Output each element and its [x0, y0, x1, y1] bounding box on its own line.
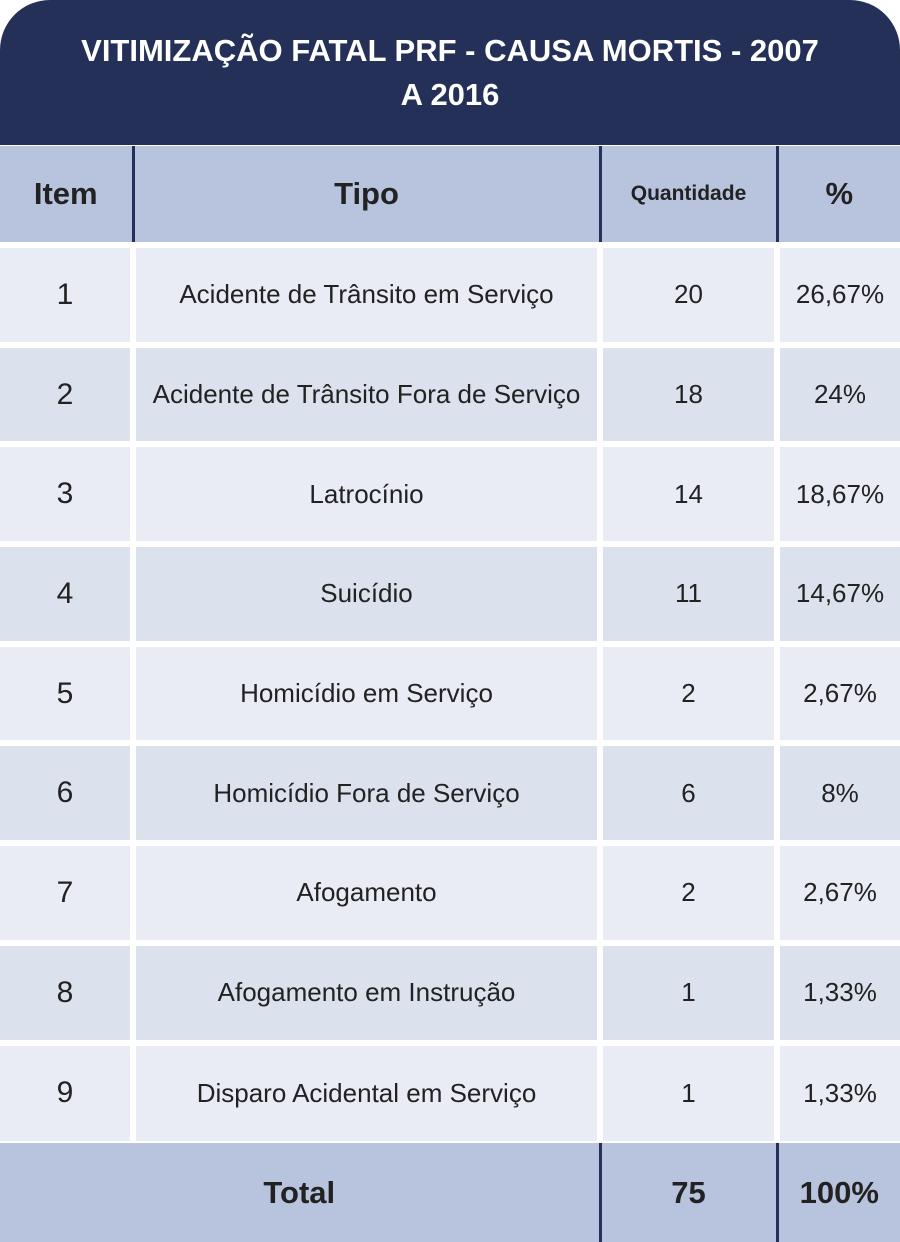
cell-quantidade: 6 — [597, 743, 777, 844]
cell-tipo: Disparo Acidental em Serviço — [130, 1042, 600, 1143]
cell-quantidade: 14 — [597, 444, 777, 545]
total-label: Total — [263, 1174, 336, 1210]
cell-tipo: Acidente de Trânsito Fora de Serviço — [130, 344, 600, 445]
cell-item: 3 — [56, 477, 74, 511]
table-row: 5 Homicídio em Serviço 2 2,67% — [0, 643, 900, 744]
table-row: 7 Afogamento 2 2,67% — [0, 843, 900, 943]
cell-quantidade: 1 — [597, 1042, 777, 1143]
cell-percent: 18,67% — [774, 444, 900, 545]
table-title-bar: VITIMIZAÇÃO FATAL PRF - CAUSA MORTIS - 2… — [0, 0, 900, 145]
header-quantidade: Quantidade — [598, 146, 777, 245]
cell-item: 1 — [56, 277, 74, 311]
table-row: 1 Acidente de Trânsito em Serviço 20 26,… — [0, 245, 900, 345]
cell-tipo: Afogamento — [130, 843, 600, 943]
table-row: 9 Disparo Acidental em Serviço 1 1,33% — [0, 1042, 900, 1143]
total-percent: 100% — [775, 1142, 900, 1242]
cell-item: 9 — [56, 1076, 74, 1110]
table-row: 3 Latrocínio 14 18,67% — [0, 444, 900, 545]
cell-tipo: Acidente de Trânsito em Serviço — [130, 245, 600, 345]
cell-item: 4 — [56, 576, 74, 610]
table-title: VITIMIZAÇÃO FATAL PRF - CAUSA MORTIS - 2… — [81, 32, 819, 112]
cell-quantidade: 20 — [597, 245, 777, 345]
table-row: 6 Homicídio Fora de Serviço 6 8% — [0, 743, 900, 844]
total-quantidade: 75 — [598, 1142, 777, 1242]
cell-tipo: Latrocínio — [130, 444, 600, 545]
header-row: Item Tipo Quantidade % — [0, 146, 900, 245]
cell-percent: 24% — [774, 344, 900, 445]
cell-percent: 2,67% — [774, 843, 900, 943]
cell-percent: 26,67% — [774, 245, 900, 345]
cell-quantidade: 18 — [597, 344, 777, 445]
cell-percent: 8% — [774, 743, 900, 844]
cell-percent: 14,67% — [774, 544, 900, 644]
cell-quantidade: 2 — [597, 843, 777, 943]
cell-quantidade: 11 — [597, 544, 777, 644]
cell-tipo: Homicídio em Serviço — [130, 643, 600, 744]
cell-percent: 2,67% — [774, 643, 900, 744]
cell-tipo: Suicídio — [130, 544, 600, 644]
table-row: 4 Suicídio 11 14,67% — [0, 544, 900, 644]
table-row: 8 Afogamento em Instrução 1 1,33% — [0, 942, 900, 1043]
cell-quantidade: 1 — [597, 942, 777, 1043]
header-tipo: Tipo — [131, 146, 600, 245]
cell-tipo: Afogamento em Instrução — [130, 942, 600, 1043]
cell-item: 2 — [56, 377, 74, 411]
cell-quantidade: 2 — [597, 643, 777, 744]
table-row: 2 Acidente de Trânsito Fora de Serviço 1… — [0, 344, 900, 445]
header-item: Item — [33, 176, 98, 211]
cell-percent: 1,33% — [774, 942, 900, 1043]
causa-mortis-table: Item Tipo Quantidade % 1 Acidente de Trâ… — [0, 146, 900, 1242]
total-row: Total 75 100% — [0, 1142, 900, 1242]
cell-item: 7 — [56, 875, 74, 909]
header-percent: % — [775, 146, 900, 245]
cell-percent: 1,33% — [774, 1042, 900, 1143]
cell-tipo: Homicídio Fora de Serviço — [130, 743, 600, 844]
cell-item: 8 — [56, 975, 74, 1009]
table-body: 1 Acidente de Trânsito em Serviço 20 26,… — [0, 245, 900, 1143]
cell-item: 5 — [56, 676, 74, 710]
cell-item: 6 — [56, 776, 74, 810]
